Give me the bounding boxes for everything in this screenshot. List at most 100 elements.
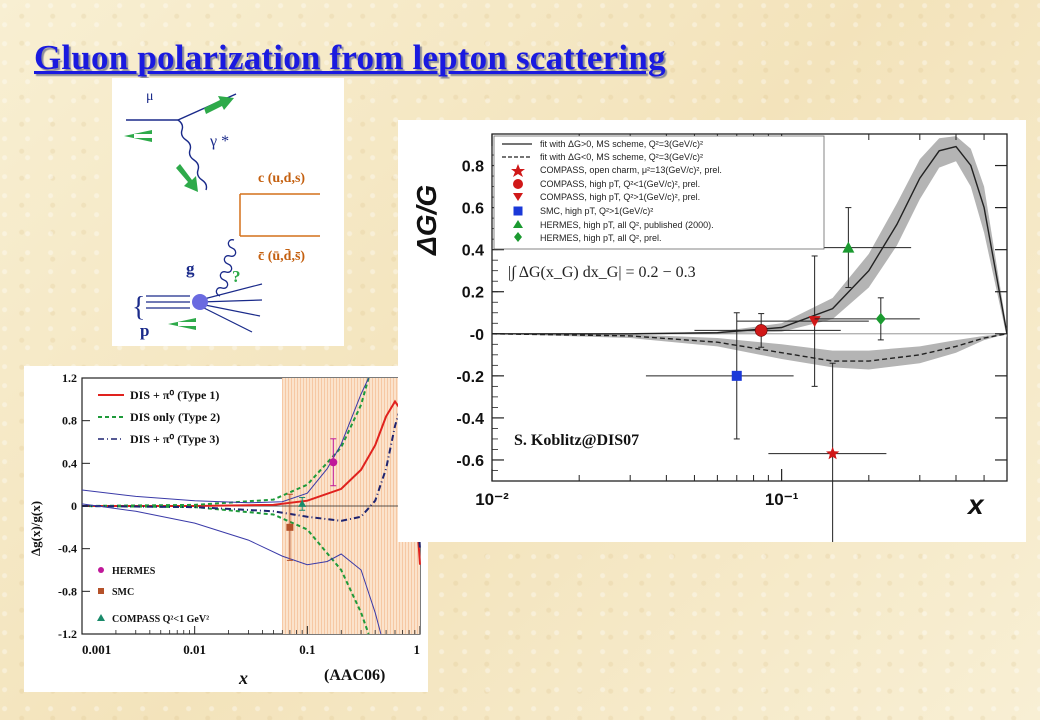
aac06-point-compass [298, 499, 307, 507]
aac06-series-line-5 [81, 503, 382, 635]
remnant-line-4 [199, 305, 253, 333]
aac06-ytick-label: -0.4 [58, 542, 77, 556]
delta-g-ytick-label: 0.4 [462, 243, 484, 260]
legend-label-smc: SMC [112, 587, 134, 598]
legend-label-fit-neg: fit with ΔG<0, MS scheme, Q²=3(GeV/c)² [540, 152, 703, 162]
aac06-annotation: (AAC06) [324, 667, 385, 684]
legend-label-compass-high: COMPASS, high pT, Q²>1(GeV/c)², prel. [540, 192, 700, 202]
photon-arrow-icon [176, 164, 198, 192]
question-mark: ? [232, 267, 241, 286]
aac06-series-line-2 [81, 505, 370, 635]
integral-label: |∫ ΔG(x_G) dx_G| = 0.2 − 0.3 [508, 264, 696, 282]
gluon-line [215, 239, 237, 297]
delta-g-point-diamond [875, 312, 886, 325]
delta-g-xlabel: x [966, 489, 985, 520]
legend-label-hermes-prel: HERMES, high pT, all Q², prel. [540, 233, 662, 243]
aac06-points [286, 438, 338, 561]
legend-label-type1: DIS + π⁰ (Type 1) [130, 388, 219, 402]
aac06-series-line-3 [81, 397, 421, 549]
delta-g-series [491, 145, 1008, 362]
aac06-ytick-label: 0.4 [62, 456, 77, 470]
aac06-xtick-label: 0.01 [183, 642, 206, 657]
legend-label-smc: SMC, high pT, Q²>1(GeV/c)² [540, 206, 653, 216]
proton-label: p [140, 321, 149, 340]
legend-label-hermes: HERMES [112, 566, 156, 577]
photon-line [177, 119, 208, 191]
delta-g-band-1 [492, 333, 1007, 370]
delta-g-ytick-label: -0 [470, 327, 484, 344]
delta-g-chart-svg: 10⁻² 10⁻¹ 0.8 0.6 0.4 0.2 -0 -0.2 -0.4 -0.6 fit w… [411, 133, 1008, 545]
legend-label-type3: DIS + π⁰ (Type 3) [130, 432, 219, 446]
aac06-xtick-label: 1 [414, 642, 421, 657]
aac06-series-line-4 [81, 377, 370, 504]
legend-marker-hermes [98, 567, 104, 573]
delta-g-legend-box [493, 135, 825, 250]
legend-label-hermes-pub: HERMES, high pT, all Q², published (2000… [540, 220, 714, 230]
delta-g-band-0 [492, 136, 1007, 338]
legend-label-compass: COMPASS Q²<1 GeV² [112, 614, 209, 625]
legend-marker-triangle-up [513, 220, 523, 228]
proton-arrow-icon [168, 318, 196, 330]
aac06-ylabel: Δg(x)/g(x) [28, 501, 43, 556]
aac06-series [81, 377, 421, 635]
aac06-xlabel: x [238, 668, 248, 688]
legend-marker-square [513, 206, 523, 216]
delta-g-chart: 10⁻² 10⁻¹ 0.8 0.6 0.4 0.2 -0 -0.2 -0.4 -0.6 fit w… [398, 120, 1026, 545]
aac06-ytick-label: -0.8 [58, 584, 77, 598]
delta-g-ytick-label: 0.2 [462, 285, 484, 302]
delta-g-xtick-label: 10⁻² [475, 490, 509, 509]
aac06-series-line-1 [81, 377, 370, 507]
aac06-xtick-label: 0.1 [299, 642, 315, 657]
muon-out-arrow-icon [204, 96, 234, 114]
delta-g-ytick-label: 0.6 [462, 201, 484, 218]
delta-g-ytick-label: -0.2 [456, 369, 484, 386]
delta-g-xtick-label: 10⁻¹ [765, 490, 799, 509]
slide-title: Gluon polarization from lepton scatterin… [34, 38, 666, 77]
delta-g-ytick-label: 0.8 [462, 159, 484, 176]
delta-g-legend: fit with ΔG>0, MS scheme, Q²=3(GeV/c)² f… [493, 135, 825, 250]
muon-label: μ [146, 89, 154, 104]
delta-g-ytick-label: -0.4 [456, 411, 484, 428]
remnant-line-2 [199, 299, 263, 303]
delta-g-plot-frame [491, 133, 1008, 482]
aac06-legend-top: DIS + π⁰ (Type 1) DIS only (Type 2) DIS … [98, 388, 220, 446]
aac06-chart-svg: 0.001 0.01 0.1 1 1.2 0.8 0.4 0 -0.4 -0.8 -1.2 DIS … [28, 371, 421, 688]
delta-g-fit-line-0 [492, 145, 1008, 335]
gluon-label: g [186, 259, 195, 278]
photon-label: γ * [209, 133, 229, 150]
delta-g-point-star [826, 446, 840, 460]
aac06-chart: 0.001 0.01 0.1 1 1.2 0.8 0.4 0 -0.4 -0.8 -1.2 DIS … [24, 366, 428, 692]
legend-label-type2: DIS only (Type 2) [130, 410, 220, 424]
legend-marker-star [511, 164, 525, 177]
feynman-diagram-svg: μ γ * c (u,d,s) c̄ (ū,d̄,s̄) g ? { p [124, 89, 320, 340]
remnant-line-3 [199, 303, 261, 317]
legend-marker-compass [97, 614, 105, 621]
legend-marker-circle [513, 179, 523, 189]
delta-g-ticks: 10⁻² 10⁻¹ 0.8 0.6 0.4 0.2 -0 -0.2 -0.4 -0.6 [456, 134, 1007, 509]
proton-brace: { [132, 292, 145, 323]
legend-label-fit-pos: fit with ΔG>0, MS scheme, Q²=3(GeV/c)² [540, 139, 703, 149]
delta-g-points [645, 207, 920, 545]
quark-label: c (u,d,s) [258, 171, 305, 186]
delta-g-fit-line-1 [491, 333, 1008, 362]
antiquark-label: c̄ (ū,d̄,s̄) [258, 248, 305, 264]
aac06-xtick-label: 0.001 [82, 642, 111, 657]
delta-g-point-square [731, 370, 742, 381]
aac06-ytick-label: 0 [71, 499, 77, 513]
aac06-legend-bottom: HERMES SMC COMPASS Q²<1 GeV² [97, 566, 209, 625]
aac06-ytick-label: 0.8 [62, 414, 77, 428]
aac06-ticks: 0.001 0.01 0.1 1 1.2 0.8 0.4 0 -0.4 -0.8 -1.2 [58, 371, 421, 657]
remnant-line-1 [199, 283, 263, 301]
delta-g-annotation: S. Koblitz@DIS07 [514, 432, 639, 449]
proton-vertex [192, 294, 208, 310]
aac06-point-hermes [329, 458, 338, 467]
legend-label-compass-low: COMPASS, high pT, Q²<1(GeV/c)², prel. [540, 179, 700, 189]
delta-g-ytick-label: -0.6 [456, 453, 484, 470]
aac06-ytick-label: -1.2 [58, 627, 77, 641]
delta-g-ylabel: ΔG/G [411, 185, 442, 256]
legend-marker-smc [98, 588, 104, 594]
legend-label-open-charm: COMPASS, open charm, μ²=13(GeV/c)², prel… [540, 165, 722, 175]
delta-g-point-triangle-up [842, 241, 855, 253]
aac06-ytick-label: 1.2 [62, 371, 77, 385]
aac06-point-smc [286, 523, 294, 531]
